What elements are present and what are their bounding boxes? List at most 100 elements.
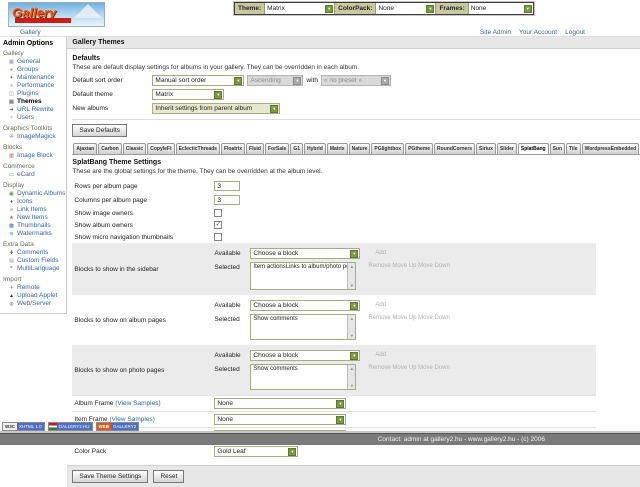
scroll-down-icon[interactable]: ▼ xyxy=(349,383,354,388)
theme-tab[interactable]: PGlightbox xyxy=(371,143,405,154)
blocks-sidebar-move-up-link[interactable]: Move Up xyxy=(392,263,417,269)
theme-tab[interactable]: CopyleFt xyxy=(147,143,175,154)
blocks-album-move-down-link[interactable]: Move Down xyxy=(418,315,450,321)
sidebar-item[interactable]: ➔ URL Rewrite xyxy=(3,106,65,114)
sidebar-item[interactable]: ● Groups xyxy=(3,66,65,74)
colorpack-select[interactable]: None ▼ xyxy=(376,3,437,14)
scroll-up-icon[interactable]: ▲ xyxy=(349,366,354,371)
blocks-album-move-up-link[interactable]: Move Up xyxy=(392,315,417,321)
theme-tab[interactable]: Nature xyxy=(348,143,371,154)
sidebar-item[interactable]: ✇ ImageMagick xyxy=(3,133,65,141)
new-albums-select[interactable]: Inherit settings from parent album ▼ xyxy=(152,103,281,114)
web-gallery2-badge[interactable]: WEB GALLERY2 xyxy=(95,422,140,431)
blocks-sidebar-selected-listbox[interactable]: Item actionsLinks to album/photo peersIm… xyxy=(250,262,357,290)
theme-tab[interactable]: Fluid xyxy=(246,143,264,154)
gallery2hu-badge[interactable]: GALLERY2.HU xyxy=(47,422,93,431)
sidebar-item[interactable]: ▣ Dynamic Albums xyxy=(3,190,65,198)
theme-tab[interactable]: Ajaxian xyxy=(73,143,98,154)
blocks-photo-available-select[interactable]: Choose a block ▼ xyxy=(250,350,361,361)
sidebar-item[interactable]: ▲ Upload Applet xyxy=(3,292,65,300)
album-frame-view-samples-link[interactable]: (View Samples) xyxy=(115,400,161,407)
sidebar-item[interactable]: ▭ eCard xyxy=(3,171,65,179)
item-frame-select[interactable]: None ▼ xyxy=(214,414,347,425)
sidebar-item[interactable]: ✈ Remote xyxy=(3,284,65,292)
sidebar-item[interactable]: ▦ General xyxy=(3,58,65,66)
sidebar-item[interactable]: ✦ Maintenance xyxy=(3,74,65,82)
theme-tab[interactable]: G1 xyxy=(290,143,303,154)
blocks-photo-selected-listbox[interactable]: Show comments ▲ ▼ xyxy=(250,364,357,390)
blocks-sidebar-move-down-link[interactable]: Move Down xyxy=(418,263,450,269)
theme-tab[interactable]: SplatBang xyxy=(517,143,549,154)
site-admin-link[interactable]: Site Admin xyxy=(479,28,512,36)
theme-tab[interactable]: WordpressEmbedded xyxy=(581,143,640,154)
blocks-photo-move-down-link[interactable]: Move Down xyxy=(418,365,450,371)
scroll-down-icon[interactable]: ▼ xyxy=(349,283,354,288)
frames-select[interactable]: None ▼ xyxy=(468,3,533,14)
sidebar-item[interactable]: » Performance xyxy=(3,82,65,90)
theme-tab[interactable]: PGtheme xyxy=(405,143,434,154)
theme-tab[interactable]: Matrix xyxy=(326,143,348,154)
blocks-sidebar-remove-link[interactable]: Remove xyxy=(368,263,391,269)
default-theme-select[interactable]: Matrix ▼ xyxy=(152,89,225,100)
theme-tab[interactable]: Hybrid xyxy=(304,143,326,154)
theme-tab[interactable]: Siriux xyxy=(476,143,496,154)
theme-tab[interactable]: Floatrix xyxy=(220,143,246,154)
theme-tab[interactable]: Sun xyxy=(549,143,566,154)
listbox-scrollbar[interactable]: ▲ ▼ xyxy=(347,263,356,289)
selected-block-item[interactable]: Show comments xyxy=(253,316,298,322)
selected-block-item[interactable]: Links to album/photo peers xyxy=(285,264,348,270)
listbox-scrollbar[interactable]: ▲ ▼ xyxy=(347,315,356,339)
gallery-logo[interactable]: Gallery xyxy=(8,2,105,27)
blocks-photo-move-up-link[interactable]: Move Up xyxy=(392,365,417,371)
sidebar-item[interactable]: ▩ Thumbnails xyxy=(3,222,65,230)
sidebar-item[interactable]: ★ New Items xyxy=(3,214,65,222)
sidebar-item[interactable]: ◍ Web/Server xyxy=(3,300,65,308)
theme-select[interactable]: Matrix ▼ xyxy=(265,3,336,14)
sidebar-item[interactable]: ▥ Image Block xyxy=(3,152,65,160)
blocks-photo-add-link[interactable]: Add xyxy=(375,352,387,358)
save-theme-settings-button[interactable]: Save Theme Settings xyxy=(72,470,149,483)
item-frame-view-samples-link[interactable]: (View Samples) xyxy=(109,416,155,423)
show-micro-nav-checkbox[interactable] xyxy=(214,233,223,241)
logout-link[interactable]: Logout xyxy=(565,28,585,36)
scroll-up-icon[interactable]: ▲ xyxy=(349,316,354,321)
blocks-album-available-select[interactable]: Choose a block ▼ xyxy=(250,300,361,311)
reset-button[interactable]: Reset xyxy=(153,470,185,483)
selected-block-item[interactable]: Show comments xyxy=(253,366,298,372)
sidebar-item[interactable]: ❞ MultiLanguage xyxy=(3,265,65,273)
sidebar-item[interactable]: ▤ Custom Fields xyxy=(3,257,65,265)
columns-per-page-input[interactable] xyxy=(214,195,241,205)
sidebar-item[interactable]: ▤ Themes xyxy=(3,98,65,106)
blocks-sidebar-available-select[interactable]: Choose a block ▼ xyxy=(250,248,361,259)
blocks-album-remove-link[interactable]: Remove xyxy=(368,315,391,321)
blocks-album-add-link[interactable]: Add xyxy=(375,302,387,308)
sidebar-item[interactable]: ✚ Comments xyxy=(3,249,65,257)
default-sort-order-select[interactable]: Manual sort order ▼ xyxy=(152,75,245,86)
theme-tab[interactable]: ForSale xyxy=(264,143,290,154)
save-defaults-button[interactable]: Save Defaults xyxy=(72,124,127,137)
xhtml-badge[interactable]: W3C XHTML 1.0 xyxy=(2,422,45,431)
color-pack-select[interactable]: Gold Leaf ▼ xyxy=(214,446,299,457)
sidebar-item[interactable]: ♦ Icons xyxy=(3,198,65,206)
theme-tab[interactable]: RoundCorners xyxy=(434,143,476,154)
show-album-owners-checkbox[interactable] xyxy=(214,221,223,229)
sidebar-item[interactable]: ◫ Plugins xyxy=(3,90,65,98)
sidebar-item[interactable]: ✧ Users xyxy=(3,114,65,122)
sidebar-item[interactable]: ∞ Link Items xyxy=(3,206,65,214)
theme-tab[interactable]: Carbon xyxy=(98,143,122,154)
theme-tab[interactable]: Tile xyxy=(566,143,581,154)
theme-tab[interactable]: Slider xyxy=(496,143,517,154)
listbox-scrollbar[interactable]: ▲ ▼ xyxy=(347,365,356,389)
scroll-up-icon[interactable]: ▲ xyxy=(349,264,354,269)
blocks-album-selected-listbox[interactable]: Show comments ▲ ▼ xyxy=(250,314,357,340)
selected-block-item[interactable]: Item actions xyxy=(253,264,286,270)
sidebar-item[interactable]: ≋ Watermarks xyxy=(3,230,65,238)
show-image-owners-checkbox[interactable] xyxy=(214,209,223,217)
album-frame-select[interactable]: None ▼ xyxy=(214,398,347,409)
theme-tab[interactable]: EclecticThreads xyxy=(175,143,220,154)
theme-tab[interactable]: Classic xyxy=(122,143,147,154)
rows-per-page-input[interactable] xyxy=(214,181,241,191)
your-account-link[interactable]: Your Account xyxy=(519,28,558,36)
scroll-down-icon[interactable]: ▼ xyxy=(349,333,354,338)
blocks-sidebar-add-link[interactable]: Add xyxy=(375,250,387,256)
